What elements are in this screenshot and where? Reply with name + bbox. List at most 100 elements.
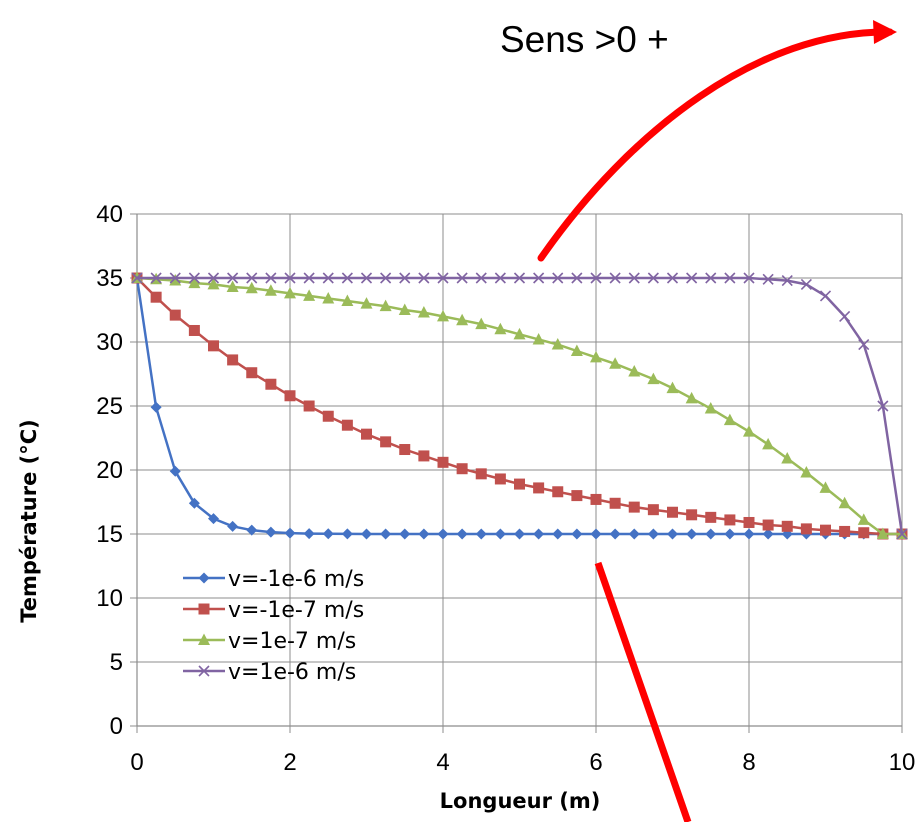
series-3-point bbox=[284, 286, 296, 299]
x-tick-label: 10 bbox=[889, 749, 916, 776]
series-4-point bbox=[227, 272, 239, 284]
series-1-point bbox=[514, 528, 525, 540]
series-4-point bbox=[571, 272, 583, 284]
series-4-point-stroke-b bbox=[246, 272, 258, 284]
series-4-point-stroke-b bbox=[188, 272, 200, 284]
series-2-point bbox=[609, 497, 621, 509]
series-4-point-stroke-b bbox=[303, 272, 315, 284]
series-3-point bbox=[762, 437, 775, 450]
series-2-point bbox=[858, 527, 870, 539]
legend-label: v=-1e-7 m/s bbox=[228, 598, 364, 623]
series-4-point-stroke-b bbox=[399, 272, 411, 284]
series-4-point bbox=[724, 272, 736, 284]
series-2-point bbox=[399, 444, 411, 456]
legend-entry: v=1e-6 m/s bbox=[183, 660, 356, 685]
series-4-point bbox=[437, 272, 449, 284]
series-4-point bbox=[188, 272, 200, 284]
series-3-point bbox=[207, 277, 220, 290]
series-4-point-stroke-b bbox=[858, 338, 870, 351]
series-1-point bbox=[609, 528, 621, 540]
series-4-point-stroke-b bbox=[207, 272, 220, 284]
series-2 bbox=[131, 272, 908, 540]
series-1-point bbox=[322, 528, 334, 540]
series-4-point bbox=[743, 272, 755, 284]
series-3-point bbox=[245, 281, 258, 294]
series-4-point bbox=[341, 272, 353, 284]
y-tick-label: 25 bbox=[96, 393, 123, 420]
series-4-point-stroke-b bbox=[131, 272, 143, 284]
series-3-point bbox=[551, 338, 564, 350]
annotation-arrow-bottom bbox=[594, 561, 692, 822]
series-4-point bbox=[647, 272, 659, 284]
series-4-point bbox=[533, 272, 545, 284]
series-2-point bbox=[762, 519, 774, 531]
series-4-point bbox=[399, 272, 411, 284]
series-4-point bbox=[609, 272, 621, 284]
legend-swatch-marker-stroke-b bbox=[198, 665, 210, 677]
series-4-point bbox=[303, 272, 315, 284]
legend-swatch-marker bbox=[198, 572, 210, 584]
series-4-point-stroke-b bbox=[360, 272, 373, 284]
series-2-point bbox=[188, 324, 200, 336]
series-4-point bbox=[150, 272, 162, 284]
series-4-point-stroke-b bbox=[686, 272, 698, 284]
x-tick-label: 4 bbox=[436, 749, 449, 776]
series-2-point bbox=[284, 390, 296, 402]
tick-labels: 0 5 10 15 20 25 30 35 40 0 2 4 6 8 10 bbox=[96, 201, 915, 776]
series-3-point bbox=[666, 381, 679, 394]
series-4-point-stroke-b bbox=[341, 272, 353, 284]
legend-swatch-marker bbox=[198, 603, 210, 615]
annotation-arrow-top bbox=[537, 28, 894, 262]
series-4-point bbox=[762, 273, 774, 285]
series-3-point bbox=[437, 309, 449, 322]
series-4-point bbox=[513, 272, 526, 284]
legend-swatch-marker bbox=[198, 633, 210, 645]
series-4-point-stroke-b bbox=[628, 272, 640, 284]
series-4-point-stroke-b bbox=[552, 272, 564, 284]
series-4-point bbox=[494, 272, 506, 284]
series-1-point bbox=[724, 528, 736, 540]
series-4-point bbox=[284, 272, 296, 284]
series-3-point bbox=[590, 350, 602, 363]
series-3-point bbox=[398, 303, 411, 315]
series-4 bbox=[131, 272, 908, 540]
series-1-point bbox=[188, 497, 200, 509]
series-3-point bbox=[685, 391, 698, 404]
series-4-point-stroke-b bbox=[666, 272, 679, 284]
series-4-point-stroke-b bbox=[705, 272, 717, 284]
series-4-point-stroke-b bbox=[265, 272, 277, 284]
legend-entry: v=-1e-6 m/s bbox=[183, 567, 364, 592]
series-4-point-stroke-b bbox=[150, 272, 162, 284]
series-1-point bbox=[494, 528, 506, 540]
series-4-point-stroke-b bbox=[494, 272, 506, 284]
series-4-point-stroke-b bbox=[647, 272, 659, 284]
series-4-point-stroke-b bbox=[322, 272, 334, 284]
series-1-point bbox=[303, 528, 315, 540]
series-2-point bbox=[839, 525, 851, 537]
series-3-point bbox=[226, 280, 239, 292]
series-4-point-stroke-b bbox=[743, 272, 755, 284]
series-1-point bbox=[208, 513, 219, 525]
series-2-point bbox=[265, 378, 277, 390]
series-4-point bbox=[781, 274, 793, 287]
series-4-point-stroke-b bbox=[284, 272, 296, 284]
series-4-point bbox=[819, 290, 832, 302]
series-1-point bbox=[284, 527, 296, 539]
series-2-point bbox=[552, 486, 564, 498]
series-3-point bbox=[570, 344, 583, 356]
series-1-point bbox=[686, 528, 698, 540]
x-axis-label: Longueur (m) bbox=[440, 789, 601, 813]
series-3-point bbox=[322, 291, 335, 304]
y-tick-label: 20 bbox=[96, 457, 123, 484]
series-2-point bbox=[380, 436, 392, 448]
series-layer bbox=[131, 271, 908, 540]
series-3-point bbox=[743, 425, 755, 437]
series-4-point-stroke-b bbox=[590, 272, 602, 284]
y-tick-label: 5 bbox=[110, 649, 123, 676]
series-1-point bbox=[169, 465, 181, 477]
series-4-point bbox=[418, 272, 430, 284]
series-4-point bbox=[131, 272, 143, 284]
series-1-point bbox=[246, 524, 258, 536]
series-3-point bbox=[838, 496, 851, 509]
series-2-point bbox=[227, 354, 239, 366]
